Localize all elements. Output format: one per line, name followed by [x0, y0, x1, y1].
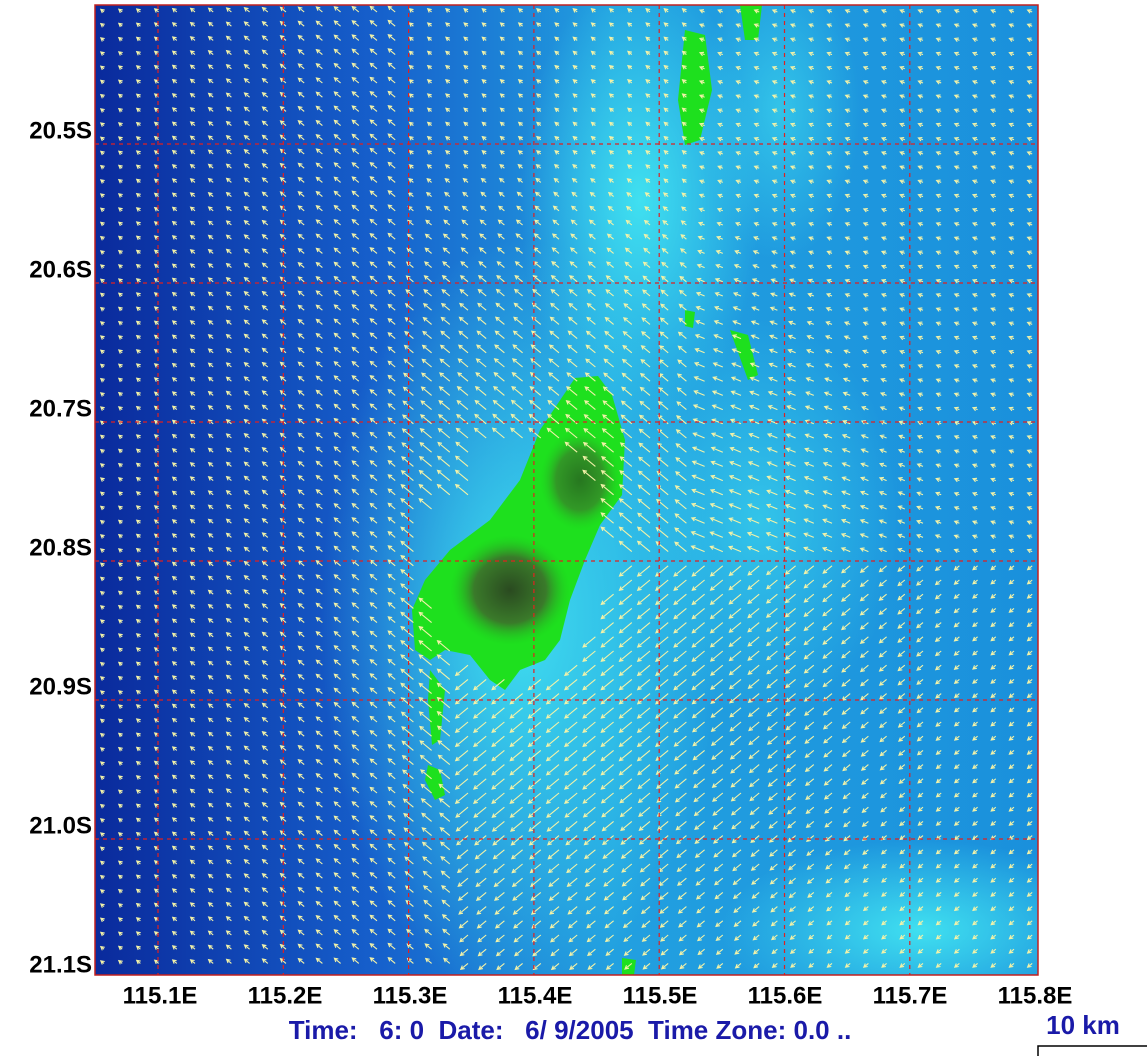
- lat-label: 20.9S: [29, 673, 92, 700]
- plot-frame: [94, 4, 1039, 976]
- lat-label: 20.7S: [29, 395, 92, 422]
- lat-label: 21.0S: [29, 812, 92, 839]
- scale-label: 10 km: [1046, 1010, 1120, 1040]
- lat-label: 21.1S: [29, 951, 92, 978]
- lon-label: 115.3E: [373, 982, 448, 1009]
- islands: [412, 5, 762, 975]
- lon-label: 115.4E: [498, 982, 573, 1009]
- lat-label: 20.8S: [29, 534, 92, 561]
- lon-label: 115.8E: [998, 982, 1073, 1009]
- lon-label: 115.6E: [748, 982, 823, 1009]
- lon-label: 115.5E: [623, 982, 698, 1009]
- status-text: Time: 6: 0 Date: 6/ 9/2005 Time Zone: 0.…: [289, 1015, 852, 1045]
- lon-label: 115.1E: [123, 982, 198, 1009]
- lat-label: 20.6S: [29, 256, 92, 283]
- scale-bar: [1037, 1045, 1147, 1056]
- lon-label: 115.2E: [248, 982, 323, 1009]
- axis-labels: 20.5S 20.6S 20.7S 20.8S 20.9S 21.0S 21.1S 115.1…: [29, 117, 1072, 1009]
- lat-label: 20.5S: [29, 117, 92, 144]
- lon-label: 115.7E: [873, 982, 948, 1009]
- current-vectors: [99, 5, 1033, 971]
- grid: [95, 5, 1038, 975]
